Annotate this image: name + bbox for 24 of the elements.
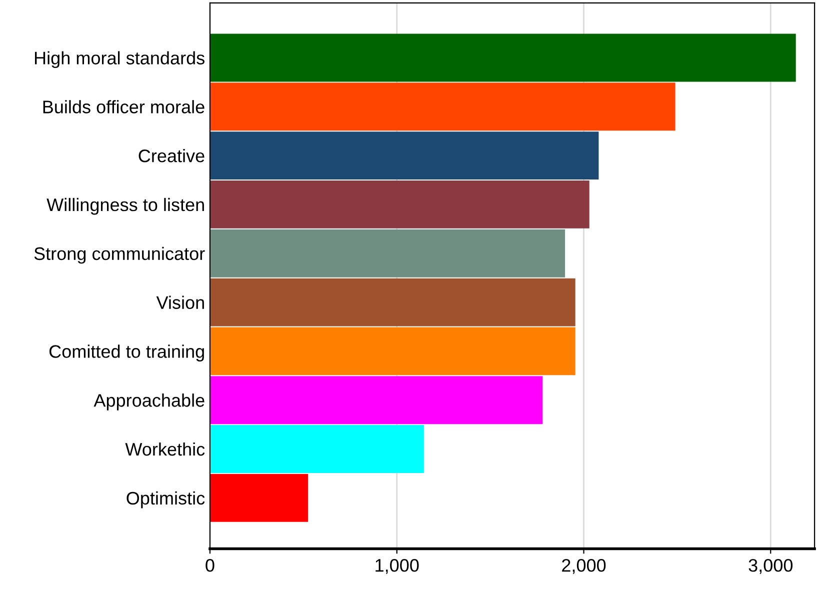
y-tick-label: Creative: [138, 149, 204, 162]
y-tick-label: Builds officer morale: [43, 100, 204, 114]
bar: [210, 82, 676, 131]
bar: [210, 425, 424, 473]
bar: [210, 132, 599, 180]
y-tick-label: Strong communicator: [34, 246, 205, 264]
y-tick-label: High moral standards: [34, 51, 204, 68]
bar: [210, 229, 566, 278]
bar: [210, 327, 576, 376]
x-tick-label: 0: [206, 558, 214, 572]
y-tick-label: Willingness to listen: [46, 198, 204, 215]
y-tick-label: Vision: [156, 296, 204, 310]
y-tick-label: Workethic: [125, 442, 205, 456]
bar: [210, 34, 796, 82]
bar: [210, 474, 308, 522]
bar: [210, 278, 576, 326]
x-tick-label: 2,000: [562, 558, 606, 574]
x-tick-label: 1,000: [376, 558, 419, 574]
y-tick-label: Optimistic: [126, 491, 205, 508]
bar: [210, 376, 543, 424]
x-tick-label: 3,000: [748, 558, 793, 574]
y-tick-label: Comitted to training: [49, 344, 204, 362]
bar: [210, 180, 590, 228]
y-tick-label: Approachable: [94, 394, 204, 410]
